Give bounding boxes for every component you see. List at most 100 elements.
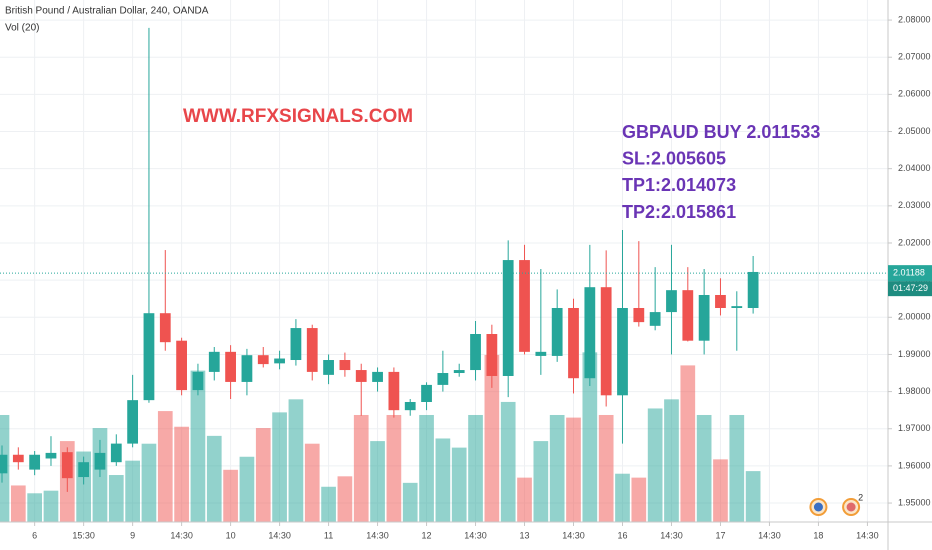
y-tick-label: 2.07000	[898, 52, 931, 62]
volume-bar	[696, 414, 712, 522]
candle-body	[698, 294, 710, 341]
candle-body	[94, 452, 106, 470]
volume-bar	[223, 469, 238, 522]
y-tick-label: 2.06000	[898, 89, 931, 99]
y-tick-label: 2.00000	[898, 312, 931, 322]
x-tick-label: 9	[130, 530, 135, 540]
candle-body	[486, 334, 498, 376]
candle-body	[143, 313, 155, 401]
candle-body	[388, 371, 400, 411]
y-tick-label: 1.98000	[898, 386, 931, 396]
y-tick-label: 2.02000	[898, 237, 931, 247]
volume-bar	[647, 408, 663, 522]
volume-bar	[10, 485, 26, 522]
candle-body	[0, 454, 8, 474]
candle-body	[470, 334, 481, 371]
volume-bar	[533, 441, 549, 522]
x-tick-label: 18	[813, 530, 823, 540]
volume-bar	[484, 354, 500, 522]
chart-title: British Pound / Australian Dollar, 240, …	[5, 6, 209, 17]
candle-body	[421, 384, 432, 402]
volume-bar	[43, 490, 59, 522]
volume-bar	[435, 438, 451, 522]
candle-body	[159, 313, 171, 343]
volume-bar	[255, 428, 271, 522]
candle-body	[633, 307, 645, 323]
candle-body	[208, 351, 220, 372]
y-tick-label: 2.05000	[898, 126, 931, 136]
volume-bar	[500, 401, 516, 522]
x-tick-label: 14:30	[170, 530, 193, 540]
candle-body	[535, 351, 547, 356]
signal-line: TP1:2.014073	[622, 175, 736, 195]
y-tick-label: 2.03000	[898, 200, 931, 210]
countdown-label: 01:47:29	[893, 283, 928, 293]
candle-body	[437, 373, 449, 385]
candle-body	[241, 355, 253, 382]
y-tick-label: 1.96000	[898, 460, 931, 470]
candle-body	[617, 307, 628, 396]
volume-bar	[745, 471, 761, 522]
y-tick-label: 2.08000	[898, 14, 931, 24]
volume-bar	[272, 412, 287, 522]
volume-bar	[288, 399, 304, 522]
volume-bar	[353, 414, 369, 522]
y-tick-label: 1.95000	[898, 497, 931, 507]
watermark: WWW.RFXSIGNALS.COM	[183, 106, 413, 127]
candle-body	[61, 452, 73, 479]
event-count: 2	[858, 492, 863, 502]
x-tick-label: 14:30	[366, 530, 389, 540]
last-price-label: 2.01188	[893, 268, 925, 278]
candle-body	[715, 294, 726, 308]
volume-bar	[664, 399, 679, 522]
volume-bar	[419, 414, 434, 522]
y-tick-label: 1.99000	[898, 349, 931, 359]
candle-body	[290, 328, 302, 361]
volume-bar	[615, 473, 630, 522]
candle-body	[453, 370, 465, 374]
candle-body	[323, 360, 334, 375]
candle-body	[29, 454, 41, 470]
volume-bar	[190, 370, 206, 522]
candle-body	[519, 260, 530, 352]
candle-body	[192, 371, 204, 391]
x-tick-label: 14:30	[660, 530, 683, 540]
candle-body	[78, 462, 90, 478]
volume-bar	[108, 475, 124, 522]
candle-body	[747, 271, 759, 308]
x-tick-label: 14:30	[562, 530, 585, 540]
volume-bar	[206, 435, 222, 522]
candle-body	[12, 454, 24, 463]
candle-body	[649, 312, 661, 326]
candle-body	[372, 371, 383, 382]
x-tick-label: 17	[715, 530, 725, 540]
candle-body	[45, 452, 57, 459]
volume-bar	[402, 482, 418, 522]
event-flag	[813, 502, 823, 512]
x-tick-label: 10	[226, 530, 236, 540]
volume-bar	[27, 493, 42, 522]
volume-bar	[304, 443, 320, 522]
y-tick-label: 1.97000	[898, 423, 931, 433]
last-price-box	[888, 265, 932, 282]
x-tick-label: 14:30	[856, 530, 879, 540]
candle-body	[731, 306, 743, 308]
candle-body	[355, 370, 367, 382]
volume-bar	[125, 460, 140, 522]
volume-bar	[141, 443, 157, 522]
volume-bar	[239, 456, 255, 522]
indicator-label: Vol (20)	[5, 23, 39, 34]
x-tick-label: 14:30	[758, 530, 781, 540]
candle-body	[127, 400, 139, 444]
candle-body	[568, 307, 579, 379]
x-tick-label: 14:30	[268, 530, 291, 540]
volume-bar	[337, 476, 353, 522]
volume-bar	[729, 414, 745, 522]
volume-bar	[174, 426, 189, 522]
x-tick-label: 16	[617, 530, 627, 540]
volume-bar	[451, 447, 467, 522]
volume-bar	[468, 414, 483, 522]
event-flag	[846, 502, 856, 512]
candle-body	[502, 260, 514, 376]
